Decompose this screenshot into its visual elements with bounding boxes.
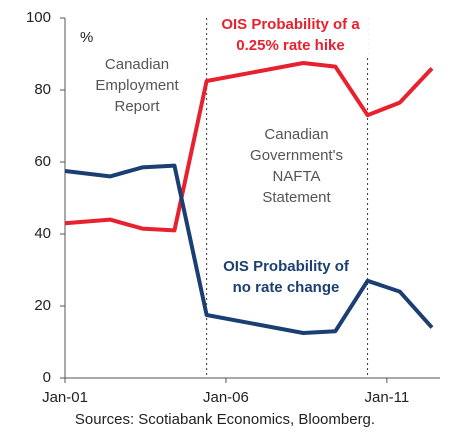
event-label: Canadian Employment Report <box>95 56 179 115</box>
x-tick-label: Jan-11 <box>365 389 410 406</box>
y-tick-label: 60 <box>34 153 51 170</box>
series-line <box>64 61 434 233</box>
series-label: OIS Probability of a 0.25% rate hike <box>213 14 368 56</box>
y-tick-label: 100 <box>26 9 51 26</box>
series-label: OIS Probability of no rate change <box>222 256 350 298</box>
y-tick-label: 80 <box>34 81 51 98</box>
y-tick-label: 20 <box>34 297 51 314</box>
y-tick-label: 40 <box>34 225 51 242</box>
y-tick-label: 0 <box>43 369 51 386</box>
x-tick-label: Jan-01 <box>42 389 88 406</box>
source: Sources: Scotiabank Economics, Bloomberg… <box>75 411 375 428</box>
series-line <box>64 163 434 335</box>
unit-label: % <box>80 29 93 46</box>
x-tick-label: Jan-06 <box>203 389 249 406</box>
event-label: Canadian Government's NAFTA Statement <box>250 126 343 206</box>
